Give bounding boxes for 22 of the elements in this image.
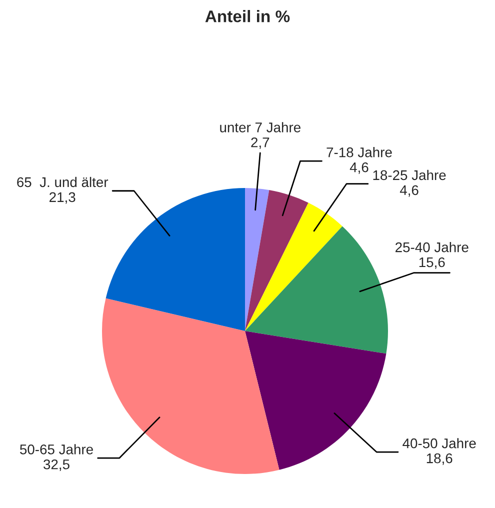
slice-label: 40-50 Jahre: [402, 438, 476, 448]
pie-slice: [245, 226, 388, 354]
pie-slice: [245, 190, 308, 331]
slice-label: unter 7 Jahre: [220, 122, 300, 132]
pie-slice: [245, 331, 386, 470]
pie-slice: [102, 298, 280, 474]
chart-title: Anteil in %: [205, 10, 290, 22]
data-label: 21,3: [50, 192, 76, 204]
pie-slice: [106, 188, 245, 331]
data-label: 18,6: [426, 453, 452, 465]
pie-slice: [245, 202, 342, 331]
slice-label: 50-65 Jahre: [20, 444, 93, 454]
data-label: 2,7: [251, 137, 270, 149]
slice-label: 7-18 Jahre: [326, 147, 392, 158]
slice-label: 65 J. und älter: [17, 176, 108, 188]
slice-label: 18-25 Jahre: [373, 170, 446, 180]
pie-slice: [245, 188, 270, 331]
data-label: 15,6: [419, 257, 445, 269]
slice-label: 25-40 Jahre: [396, 242, 468, 252]
data-label: 4,6: [400, 185, 418, 197]
data-label: 32,5: [44, 459, 70, 471]
data-label: 4,6: [350, 162, 368, 174]
